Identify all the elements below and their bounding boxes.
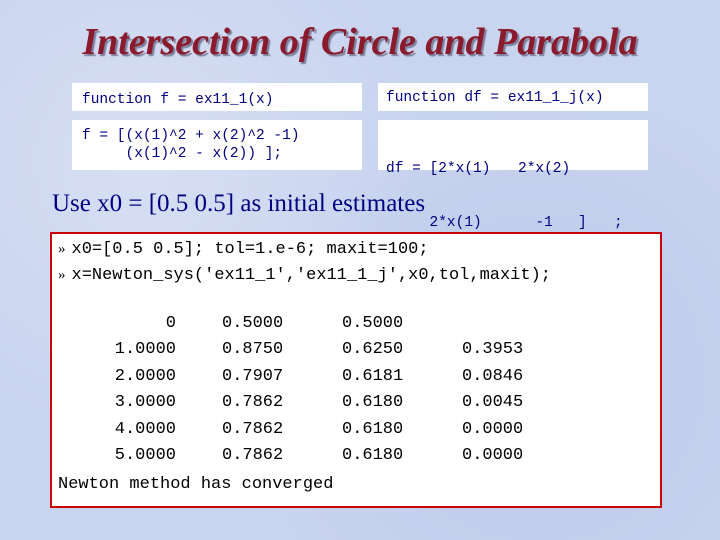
result-cell: 5.0000: [114, 445, 176, 465]
result-cell: 0.5000: [222, 314, 284, 333]
command-line: » x0=[0.5 0.5]; tol=1.e-6; maxit=100;: [58, 240, 429, 259]
result-cell: 0.6180: [342, 419, 404, 439]
prompt-symbol: »: [58, 241, 66, 257]
df-row-1: df = [2*x(1) 2*x(2): [386, 160, 648, 178]
f-function-line-2: (x(1)^2 - x(2)) ];: [82, 146, 283, 162]
result-cell: 0.0045: [462, 393, 524, 413]
df-cell: 2*x(1): [386, 215, 482, 231]
df-cell: 2*x(2): [518, 161, 571, 177]
result-cell: 0.7907: [222, 366, 284, 386]
convergence-message: Newton method has converged: [58, 475, 334, 494]
df-cell: ]: [578, 215, 587, 231]
f-function-header: function f = ex11_1(x): [72, 83, 362, 111]
result-cell: 0.6181: [342, 366, 404, 386]
df-function-header: function df = ex11_1_j(x): [378, 83, 648, 111]
df-row-2: 2*x(1) -1 ] ;: [386, 214, 648, 232]
prompt-symbol: »: [58, 267, 66, 283]
result-cell: 0.8750: [222, 340, 284, 360]
df-cell: df = [2*x(1): [386, 161, 491, 177]
result-cell: 4.0000: [114, 419, 176, 439]
result-cell: 1.0000: [114, 340, 176, 360]
initial-estimate-note: Use x0 = [0.5 0.5] as initial estimates: [52, 190, 426, 217]
result-cell: 0.6250: [342, 340, 404, 360]
f-function-line-1: f = [(x(1)^2 + x(2)^2 -1): [82, 128, 300, 144]
df-cell: ;: [614, 215, 623, 231]
df-cell: [578, 160, 614, 178]
command-text: x0=[0.5 0.5]; tol=1.e-6; maxit=100;: [71, 240, 429, 259]
slide-title: Intersection of Circle and Parabola: [82, 21, 638, 63]
result-cell: 0.7862: [222, 393, 284, 413]
df-cell: -1: [518, 215, 553, 231]
df-cell: [614, 160, 634, 178]
result-cell: 0.0000: [462, 445, 524, 465]
result-cell: 2.0000: [114, 366, 176, 386]
f-function-body: f = [(x(1)^2 + x(2)^2 -1) (x(1)^2 - x(2)…: [72, 120, 362, 170]
result-cell: 0.7862: [222, 445, 284, 465]
result-cell: 0.3953: [462, 340, 524, 360]
result-cell: 0.5000: [342, 314, 404, 333]
command-text: x=Newton_sys('ex11_1','ex11_1_j',x0,tol,…: [71, 266, 551, 285]
result-cell: 0.7862: [222, 419, 284, 439]
command-window: » x0=[0.5 0.5]; tol=1.e-6; maxit=100; » x=…: [50, 232, 662, 508]
result-cell: 0.6180: [342, 393, 404, 413]
result-cell: 0.0000: [462, 419, 524, 439]
result-cell: 0.6180: [342, 445, 404, 465]
df-function-body: df = [2*x(1) 2*x(2) 2*x(1) -1 ] ;: [378, 120, 648, 231]
result-cell: 0: [165, 314, 176, 333]
command-line: » x=Newton_sys('ex11_1','ex11_1_j',x0,tol…: [58, 266, 551, 285]
result-cell: 3.0000: [114, 393, 176, 413]
result-cell: 0.0846: [462, 366, 524, 386]
